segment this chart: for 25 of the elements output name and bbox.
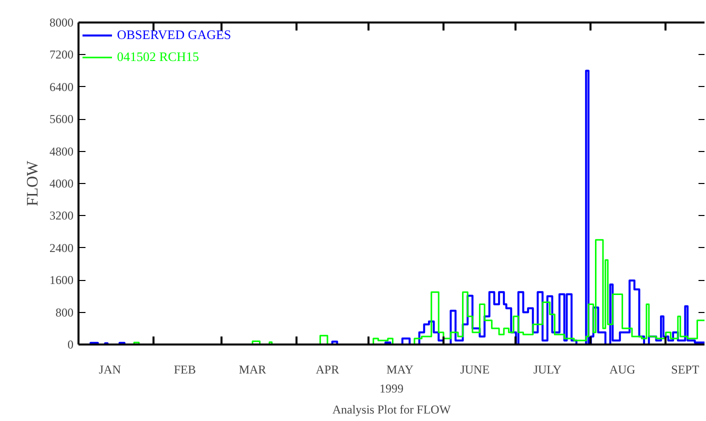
x-tick-label: JUNE (460, 362, 490, 376)
x-tick-label: SEPT (671, 362, 700, 376)
y-tick-label: 4800 (50, 144, 74, 158)
legend-label: 041502 RCH15 (117, 49, 199, 65)
y-tick-label: 7200 (50, 48, 74, 62)
x-tick-label: JULY (533, 362, 562, 376)
y-tick-label: 3200 (50, 208, 74, 223)
x-tick-label: JAN (98, 362, 122, 376)
x-axis-title: 1999 (380, 382, 404, 396)
legend-label: OBSERVED GAGES (117, 27, 232, 43)
x-tick-label: AUG (609, 362, 636, 376)
y-tick-label: 0 (68, 338, 74, 352)
y-tick-label: 6400 (50, 80, 74, 94)
x-tick-label: MAR (238, 362, 266, 376)
text: Analysis Plot for FLOW (332, 402, 452, 416)
x-tick-label: FEB (174, 362, 196, 376)
x-tick-label: APR (316, 362, 340, 376)
y-tick-label: 2400 (50, 240, 74, 255)
y-tick-label: 8000 (50, 16, 74, 30)
y-axis-title: FLOW (24, 160, 42, 206)
y-tick-label: 800 (56, 305, 74, 320)
y-tick-label: 1600 (50, 273, 74, 288)
y-tick-label: 4000 (50, 176, 74, 190)
y-tick-label: 5600 (50, 112, 74, 126)
x-tick-label: MAY (386, 362, 414, 376)
